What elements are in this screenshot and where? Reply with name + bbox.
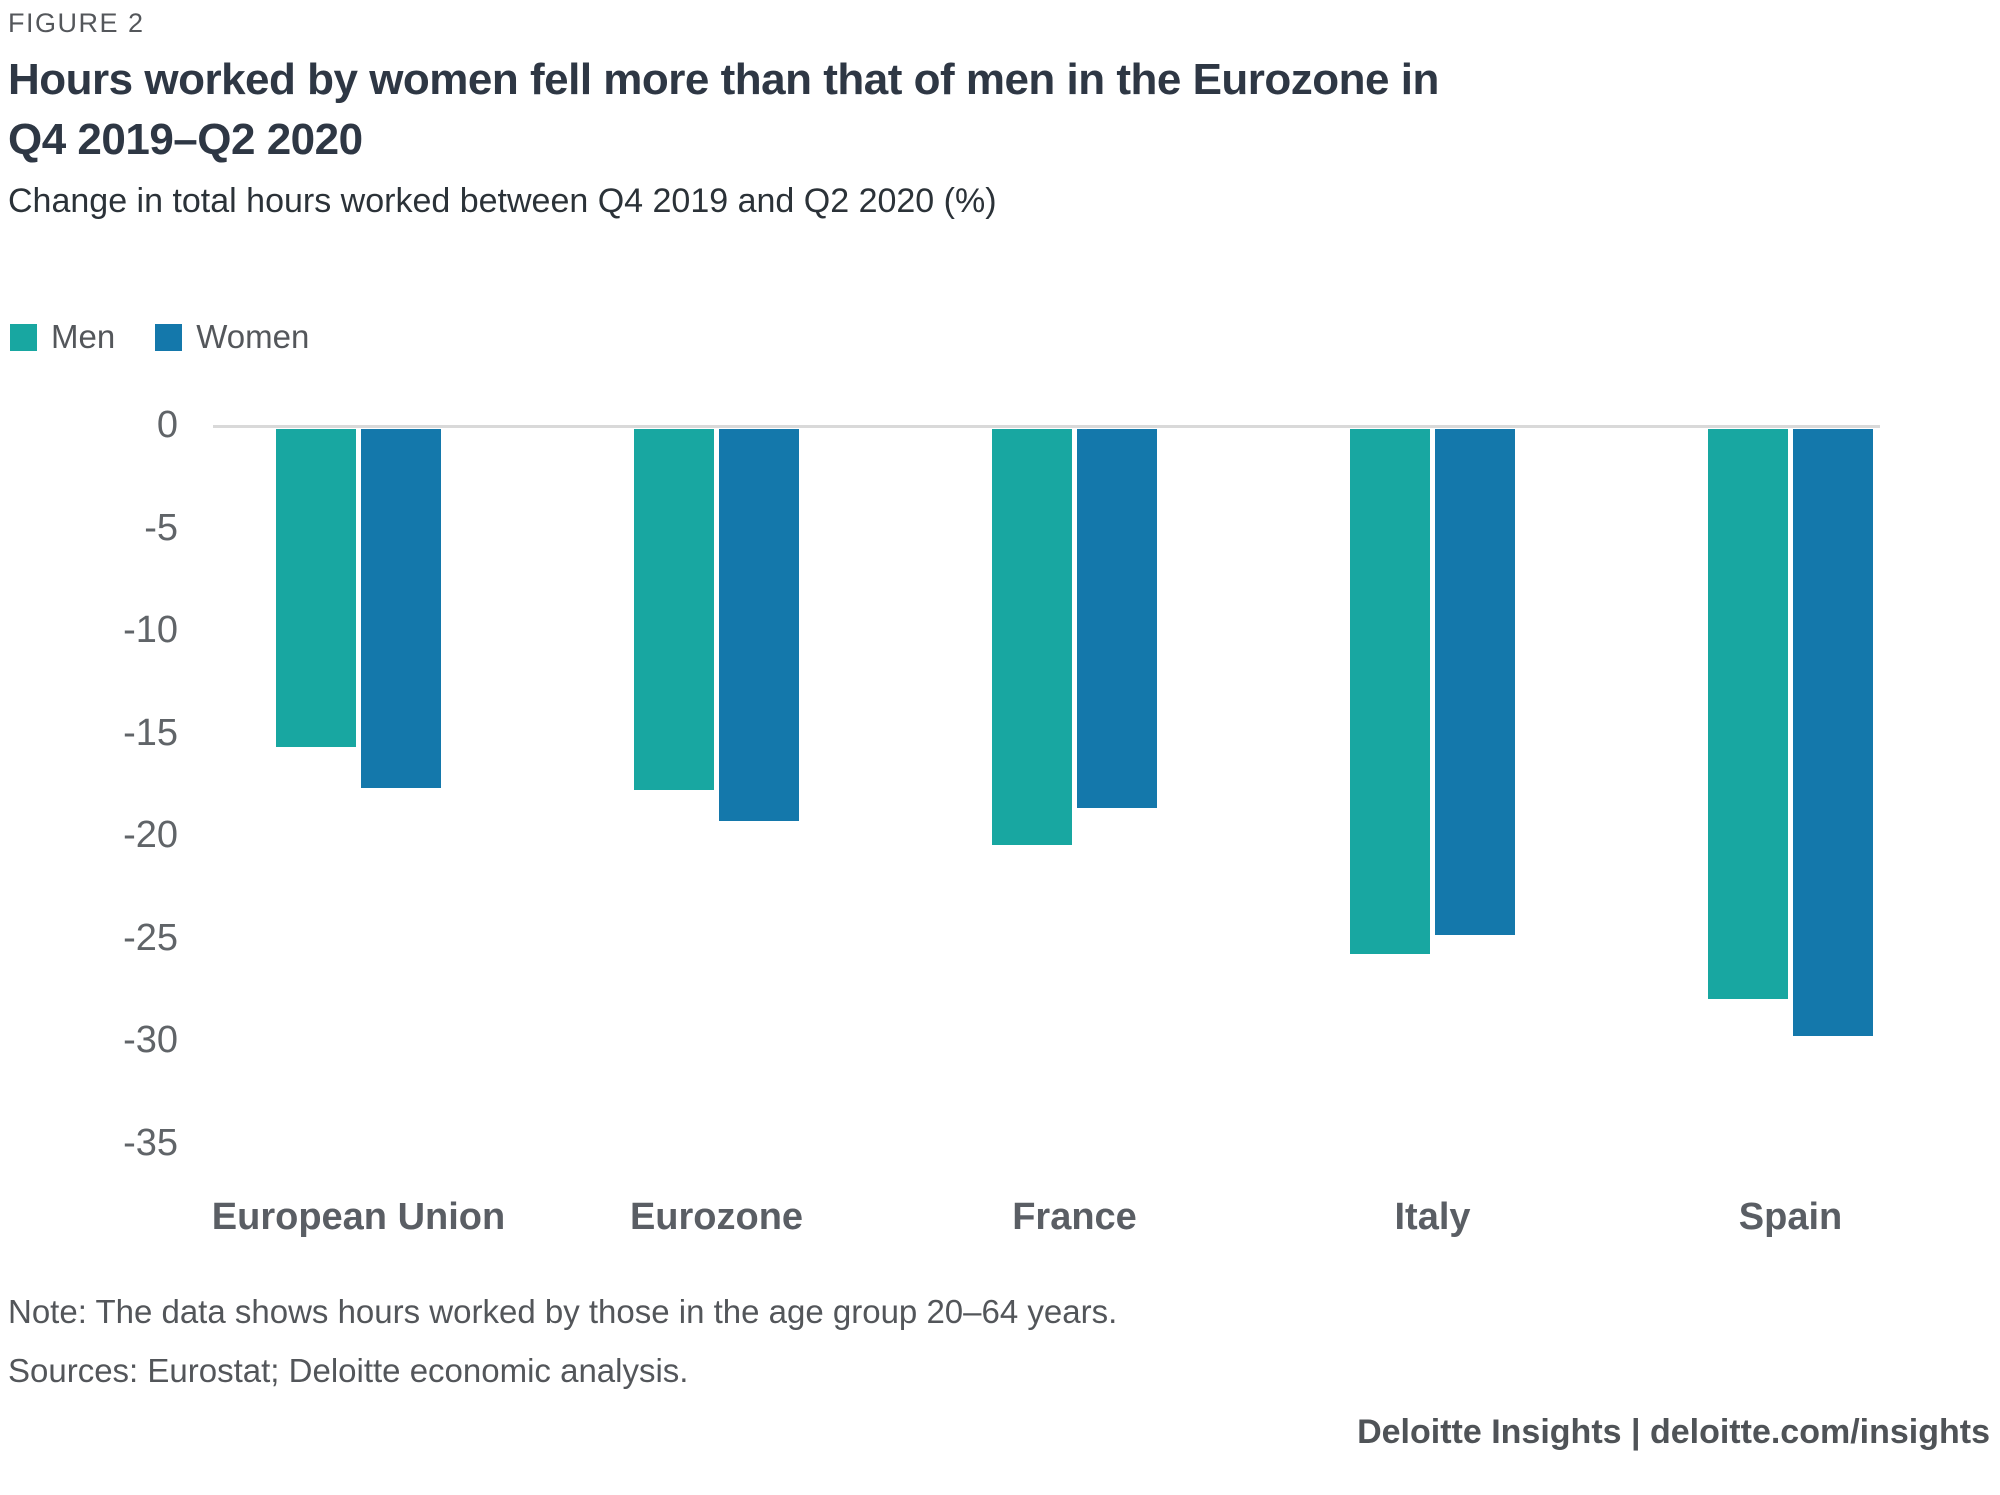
bar-women-european-union [361,429,441,788]
y-axis-tick-label: -35 [123,1121,178,1164]
x-axis-category-label: European Union [211,1196,506,1238]
zero-axis-line [213,425,1880,428]
legend-label-women: Women [196,318,310,355]
figure-label: FIGURE 2 [8,8,145,38]
x-axis-category-label: France [1012,1196,1137,1238]
deloitte-insights-branding: Deloitte Insights | deloitte.com/insight… [1357,1413,1990,1451]
x-axis-category-label: Spain [1738,1196,1843,1238]
bar-men-spain [1708,429,1788,999]
bar-women-italy [1435,429,1515,936]
legend-item-men: Men [10,318,115,356]
women-series-swatch [155,323,183,351]
legend: Men Women [10,318,309,356]
y-axis-tick-label: -10 [123,609,178,651]
x-axis-category-label: Eurozone [629,1196,804,1238]
chart-title-line2: Q4 2019–Q2 2020 [8,115,363,164]
bar-men-france [992,429,1072,846]
chart-title-line1: Hours worked by women fell more than tha… [8,55,1439,104]
legend-label-men: Men [51,318,116,355]
y-axis-tick-label: 0 [156,404,178,446]
bar-men-eurozone [634,429,714,790]
y-axis-tick-label: -20 [123,814,178,856]
men-series-swatch [10,323,37,351]
bar-women-eurozone [719,429,799,821]
y-axis-tick-label: -25 [123,916,178,959]
chart-subtitle: Change in total hours worked between Q4 … [8,182,997,220]
x-axis-category-label: Italy [1394,1196,1471,1238]
bar-men-italy [1350,429,1430,954]
legend-item-women: Women [155,318,309,356]
bar-women-france [1077,429,1157,809]
chart-title: Hours worked by women fell more than tha… [8,50,1439,170]
bar-women-spain [1793,429,1873,1036]
y-axis-tick-label: -15 [123,711,178,754]
y-axis-tick-label: -30 [123,1019,178,1061]
y-axis-tick-label: -5 [144,506,178,549]
note-text: Note: The data shows hours worked by tho… [8,1293,1118,1330]
sources-text: Sources: Eurostat; Deloitte economic ana… [8,1352,689,1389]
bar-men-european-union [276,429,356,747]
